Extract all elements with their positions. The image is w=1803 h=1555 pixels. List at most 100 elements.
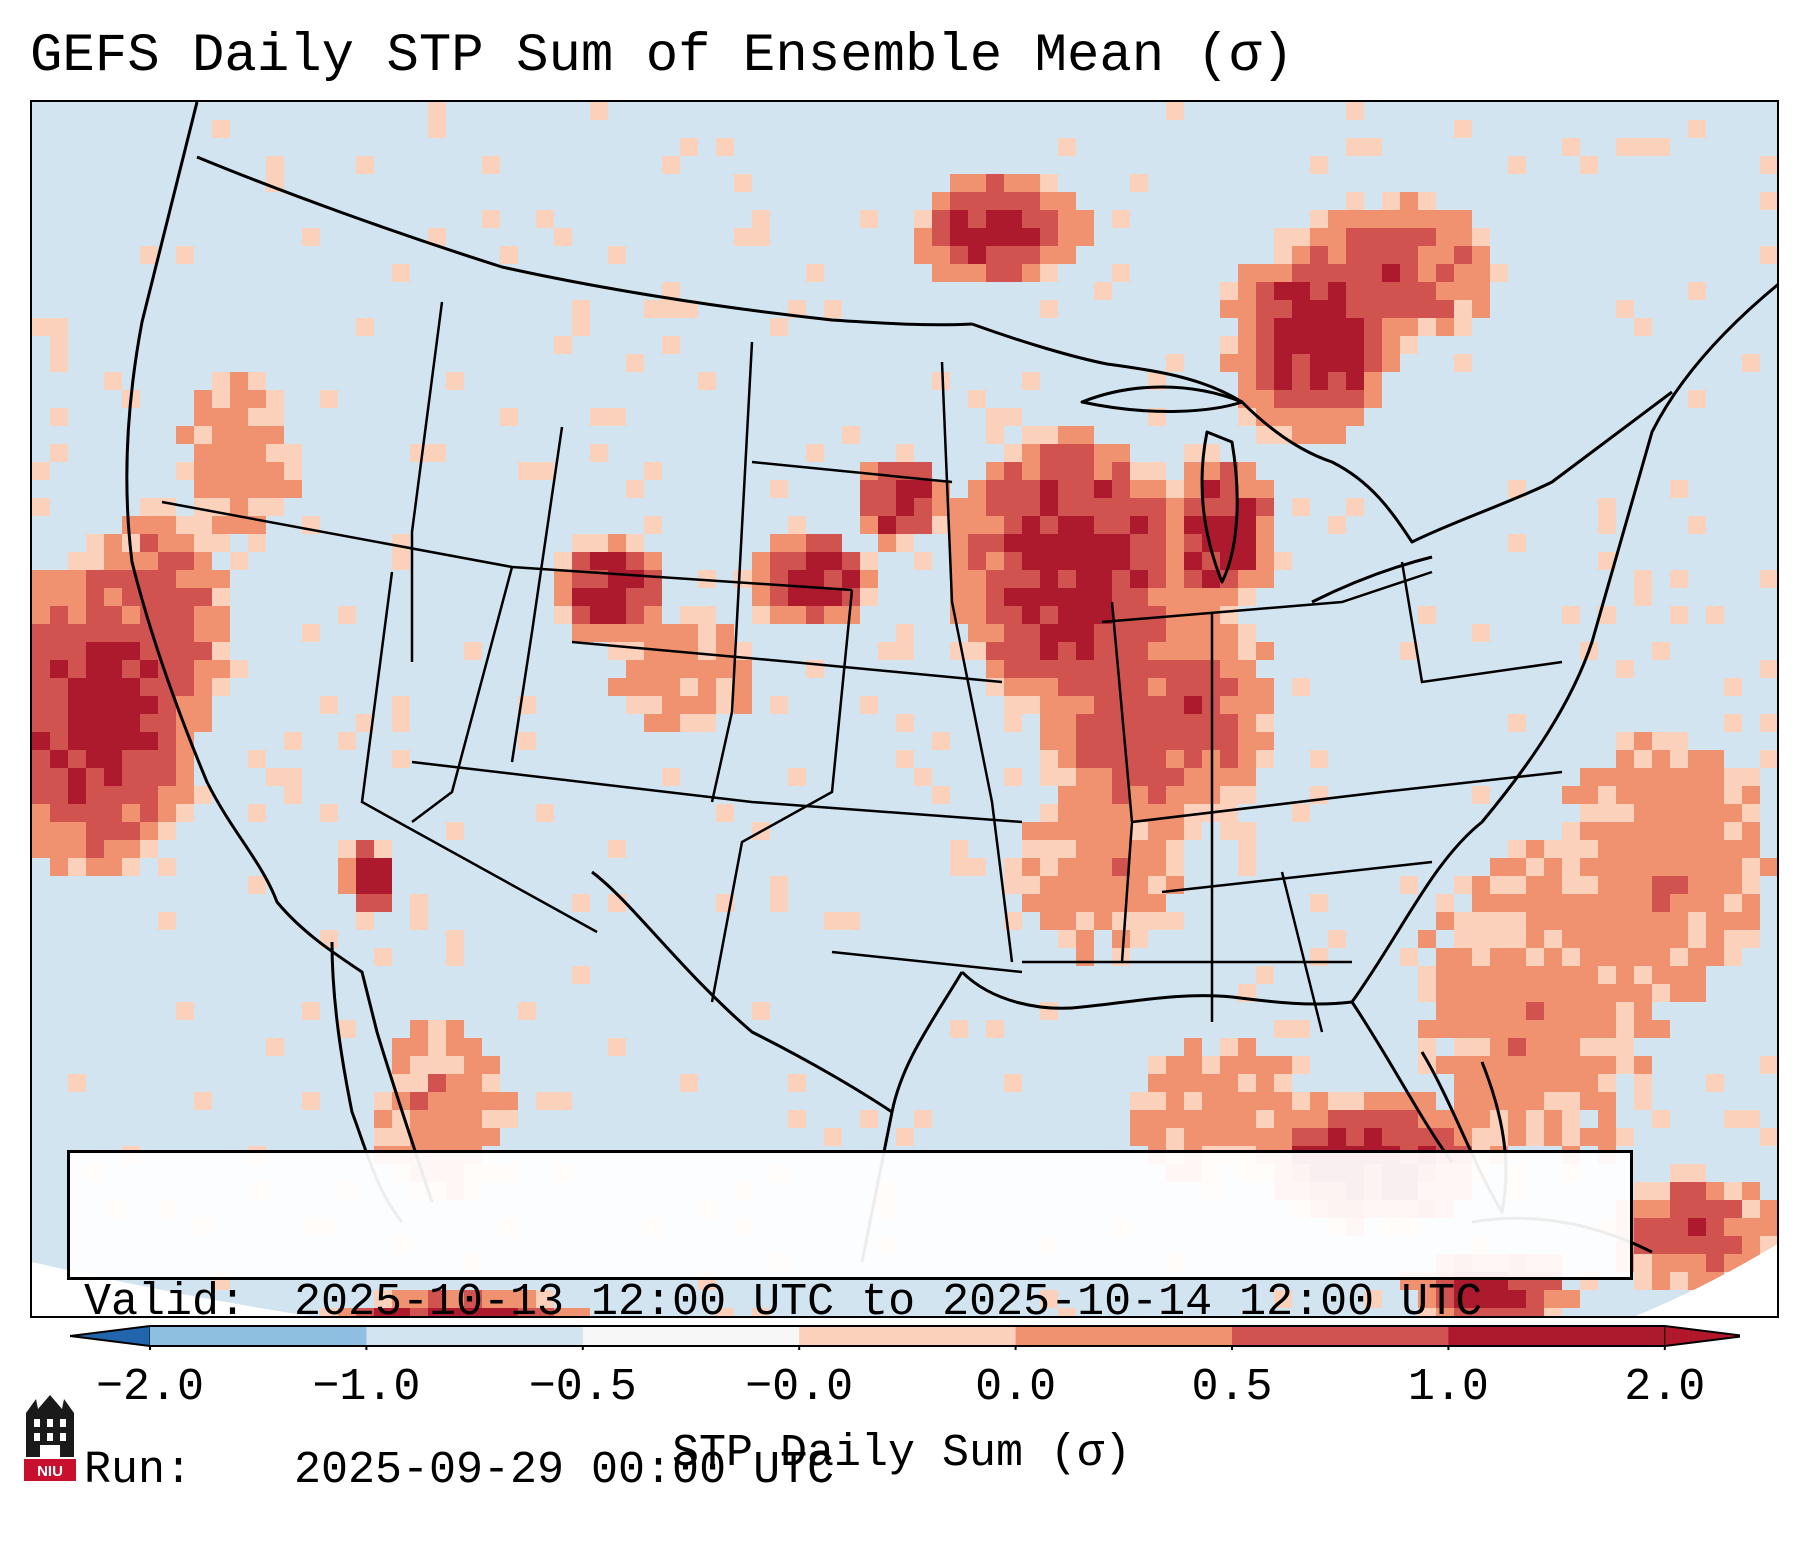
anomaly-cell	[1112, 480, 1130, 498]
anomaly-cell	[734, 660, 752, 678]
anomaly-cell	[446, 1074, 464, 1092]
anomaly-cell	[986, 408, 1004, 426]
colorbar-extend-high	[1664, 1325, 1740, 1347]
anomaly-cell	[158, 588, 176, 606]
anomaly-cell	[1274, 1290, 1292, 1308]
anomaly-cell	[1148, 1074, 1166, 1092]
anomaly-cell	[698, 606, 716, 624]
anomaly-cell	[1202, 588, 1220, 606]
anomaly-cell	[1634, 750, 1652, 768]
lake-superior	[1080, 385, 1244, 413]
state-lines	[161, 301, 1563, 1033]
anomaly-cell	[1094, 840, 1112, 858]
anomaly-cell	[1076, 912, 1094, 930]
anomaly-cell	[194, 606, 212, 624]
anomaly-cell	[1652, 1218, 1670, 1236]
anomaly-cell	[176, 1002, 194, 1020]
anomaly-cell	[1634, 1272, 1652, 1290]
anomaly-cell	[572, 534, 590, 552]
anomaly-cell	[1130, 858, 1148, 876]
anomaly-cell	[446, 930, 464, 948]
anomaly-cell	[662, 624, 680, 642]
anomaly-cell	[1580, 1020, 1598, 1038]
anomaly-cell	[986, 516, 1004, 534]
anomaly-cell	[68, 732, 86, 750]
anomaly-cell	[32, 318, 50, 336]
anomaly-cell	[194, 516, 212, 534]
anomaly-cell	[50, 840, 68, 858]
anomaly-cell	[626, 606, 644, 624]
anomaly-cell	[1310, 372, 1328, 390]
anomaly-cell	[1472, 1020, 1490, 1038]
anomaly-cell	[1112, 498, 1130, 516]
anomaly-cell	[1292, 678, 1310, 696]
anomaly-cell	[248, 462, 266, 480]
anomaly-cell	[1472, 966, 1490, 984]
anomaly-cell	[1346, 372, 1364, 390]
anomaly-cell	[1004, 480, 1022, 498]
anomaly-cell	[1688, 786, 1706, 804]
anomaly-cell	[950, 264, 968, 282]
anomaly-cell	[1742, 894, 1760, 912]
anomaly-cell	[374, 1308, 392, 1316]
anomaly-cell	[950, 246, 968, 264]
anomaly-cell	[572, 894, 590, 912]
anomaly-cell	[122, 588, 140, 606]
anomaly-cell	[86, 768, 104, 786]
anomaly-cell	[446, 948, 464, 966]
anomaly-cell	[536, 462, 554, 480]
anomaly-cell	[1454, 1038, 1472, 1056]
anomaly-cell	[1220, 696, 1238, 714]
anomaly-cell	[1148, 570, 1166, 588]
anomaly-cell	[1760, 246, 1777, 264]
anomaly-cell	[536, 210, 554, 228]
anomaly-cell	[1418, 264, 1436, 282]
anomaly-cell	[158, 624, 176, 642]
anomaly-cell	[914, 552, 932, 570]
anomaly-cell	[1598, 498, 1616, 516]
anomaly-cell	[104, 696, 122, 714]
anomaly-cell	[932, 372, 950, 390]
anomaly-cell	[968, 498, 986, 516]
anomaly-cell	[1274, 300, 1292, 318]
anomaly-cell	[1058, 534, 1076, 552]
anomaly-cell	[1058, 570, 1076, 588]
anomaly-cell	[662, 336, 680, 354]
anomaly-cell	[1022, 876, 1040, 894]
anomaly-cell	[86, 822, 104, 840]
anomaly-cell	[1598, 822, 1616, 840]
anomaly-cell	[104, 840, 122, 858]
anomaly-cell	[1130, 660, 1148, 678]
anomaly-cell	[86, 714, 104, 732]
anomaly-cell	[1544, 1128, 1562, 1146]
anomaly-cell	[896, 714, 914, 732]
anomaly-cell	[1148, 606, 1166, 624]
anomaly-cell	[1706, 1254, 1724, 1272]
anomaly-cell	[1490, 1308, 1508, 1316]
anomaly-cell	[1274, 372, 1292, 390]
anomaly-cell	[1562, 1038, 1580, 1056]
map-panel[interactable]	[30, 100, 1779, 1318]
anomaly-cell	[140, 750, 158, 768]
anomaly-cell	[392, 714, 410, 732]
anomaly-cell	[1238, 318, 1256, 336]
anomaly-cell	[1724, 1182, 1742, 1200]
anomaly-cell	[1598, 876, 1616, 894]
anomaly-cell	[1526, 930, 1544, 948]
colorbar-segment	[1015, 1326, 1233, 1346]
anomaly-cell	[572, 588, 590, 606]
anomaly-cell	[1220, 678, 1238, 696]
anomaly-cell	[1148, 552, 1166, 570]
anomaly-cell	[1148, 912, 1166, 930]
anomaly-cell	[1148, 1056, 1166, 1074]
anomaly-cell	[176, 462, 194, 480]
anomaly-cell	[842, 606, 860, 624]
anomaly-cell	[1544, 930, 1562, 948]
anomaly-cell	[1148, 624, 1166, 642]
anomaly-cell	[1670, 948, 1688, 966]
anomaly-cell	[1418, 300, 1436, 318]
anomaly-cell	[662, 714, 680, 732]
anomaly-cell	[1562, 966, 1580, 984]
anomaly-cell	[1130, 768, 1148, 786]
anomaly-cell	[1652, 768, 1670, 786]
